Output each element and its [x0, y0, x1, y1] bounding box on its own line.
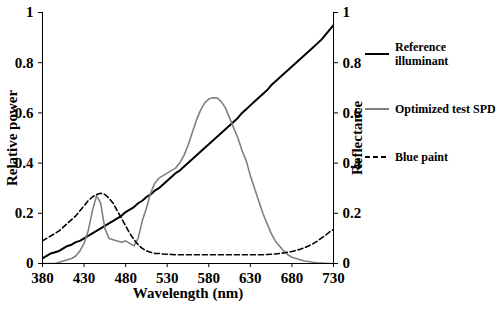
svg-text:Wavelength (nm): Wavelength (nm) — [133, 285, 243, 302]
svg-text:0.4: 0.4 — [14, 154, 34, 171]
svg-text:430: 430 — [73, 270, 96, 286]
svg-text:0: 0 — [343, 255, 351, 271]
svg-text:580: 580 — [197, 270, 220, 287]
svg-text:0.8: 0.8 — [15, 55, 34, 71]
svg-text:0.8: 0.8 — [343, 55, 362, 71]
svg-text:Reflectance: Reflectance — [349, 101, 365, 175]
svg-text:1: 1 — [26, 4, 34, 20]
svg-text:680: 680 — [281, 270, 304, 286]
svg-text:730: 730 — [322, 270, 345, 286]
html-text:Optimized test SPD: Optimized test SPD — [395, 102, 496, 116]
svg-text:380: 380 — [31, 270, 54, 286]
svg-text:0.6: 0.6 — [14, 104, 34, 121]
html-text:Reference illuminant: Reference illuminant — [395, 40, 449, 68]
svg-text:1: 1 — [343, 4, 351, 20]
svg-text:530: 530 — [156, 270, 179, 287]
svg-text:Relative power: Relative power — [4, 90, 20, 187]
svg-text:480: 480 — [114, 270, 137, 287]
svg-text:0.2: 0.2 — [15, 205, 34, 221]
svg-text:630: 630 — [239, 270, 262, 287]
svg-text:0.2: 0.2 — [343, 205, 362, 221]
svg-text:0: 0 — [26, 255, 34, 271]
html-text:Blue paint: Blue paint — [395, 150, 448, 164]
